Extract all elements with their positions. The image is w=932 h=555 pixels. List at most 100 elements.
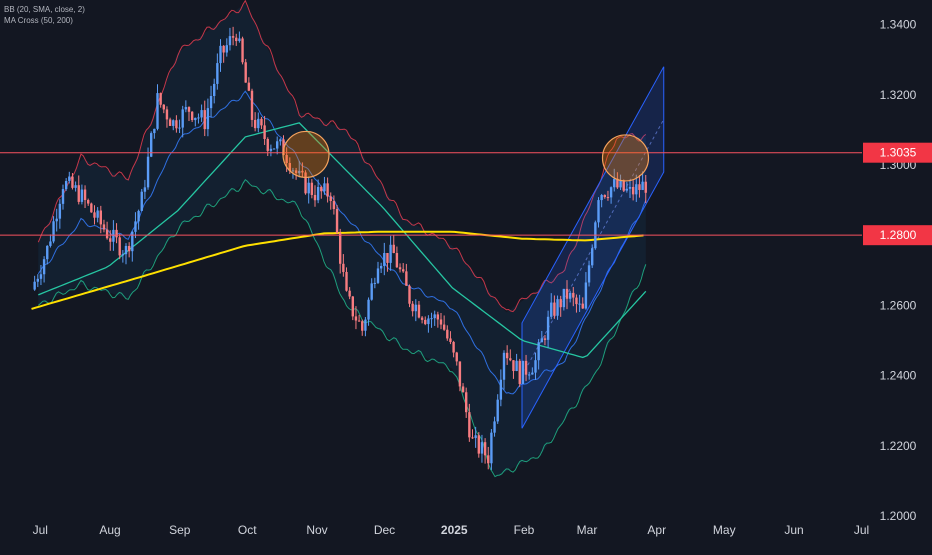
candle-body <box>90 203 93 213</box>
candle-body <box>505 352 509 359</box>
candle-body <box>206 108 210 130</box>
candle-body <box>398 267 402 270</box>
candle-body <box>115 229 118 238</box>
candle-body <box>216 63 219 84</box>
candle-body <box>587 265 591 283</box>
candle-body <box>543 338 547 340</box>
candle-body <box>213 83 216 97</box>
indicator-legend: BB (20, SMA, close, 2) MA Cross (50, 200… <box>4 4 85 26</box>
candle-body <box>376 268 380 283</box>
candle-body <box>635 184 638 195</box>
ascending-channel <box>521 66 665 429</box>
candle-body <box>493 421 496 433</box>
candle-body <box>150 133 153 157</box>
candle-body <box>414 304 417 312</box>
candle-body <box>36 278 39 282</box>
candle-body <box>559 299 562 308</box>
level-axis-label-1: 1.2800 <box>880 228 917 242</box>
candle-body <box>644 181 647 193</box>
candle-body <box>77 185 80 202</box>
candle-body <box>562 288 566 308</box>
candle-body <box>87 200 90 204</box>
candle-body <box>515 360 518 372</box>
candle-body <box>442 324 446 330</box>
candle-body <box>272 148 276 150</box>
candle-body <box>449 338 452 342</box>
candle-body <box>439 319 443 325</box>
candle-body <box>622 180 625 191</box>
candle-body <box>269 148 273 151</box>
candle-body <box>153 128 156 134</box>
candle-body <box>345 271 348 291</box>
candle-body <box>531 372 534 375</box>
time-axis[interactable]: Jul Aug Sep Oct Nov Dec 2025 Feb Mar Apr May Jun Jul <box>33 523 870 537</box>
candle-body <box>301 170 304 173</box>
candle-body <box>402 269 405 272</box>
candle-body <box>427 318 430 325</box>
candle-body <box>370 283 373 300</box>
candle-body <box>553 302 556 316</box>
candle-body <box>298 170 301 174</box>
candle-body <box>436 314 440 320</box>
candle-body <box>455 352 458 362</box>
candle-body <box>628 186 632 189</box>
legend-bb: BB (20, SMA, close, 2) <box>4 5 85 14</box>
candle-body <box>190 111 194 121</box>
candle-body <box>58 203 62 219</box>
candle-body <box>446 329 449 339</box>
candle-body <box>518 360 521 384</box>
candle-body <box>329 196 332 201</box>
time-tick-label: Nov <box>306 523 327 537</box>
candle-body <box>417 304 421 318</box>
candle-body <box>184 107 188 110</box>
candle-body <box>310 182 314 195</box>
time-tick-label: Sep <box>169 523 191 537</box>
candle-body <box>591 248 594 266</box>
candle-body <box>357 320 361 322</box>
candle-body <box>606 197 610 199</box>
candle-body <box>121 254 125 256</box>
candle-body <box>641 181 644 190</box>
candle-body <box>565 288 569 299</box>
candle-body <box>124 245 128 255</box>
candle-body <box>83 189 87 201</box>
highlight-circle-0 <box>282 130 330 179</box>
candle-body <box>42 259 46 275</box>
candle-body <box>534 360 537 373</box>
candle-body <box>521 360 525 384</box>
candle-body <box>581 303 584 309</box>
candle-body <box>112 229 115 242</box>
highlight-circle-1 <box>601 134 650 182</box>
candle-body <box>458 361 462 387</box>
candle-body <box>178 127 181 129</box>
candle-body <box>96 210 99 218</box>
candle-body <box>93 212 96 218</box>
candle-body <box>203 110 206 130</box>
candle-body <box>556 299 559 316</box>
time-tick-label: Mar <box>577 523 598 537</box>
level-axis-label-0: 1.3035 <box>880 146 917 160</box>
candle-body <box>181 109 184 128</box>
price-axis[interactable]: 1.34001.32001.30001.28001.26001.24001.22… <box>862 0 932 523</box>
candle-body <box>600 195 603 201</box>
candle-body <box>64 181 68 190</box>
candle-body <box>247 82 251 91</box>
candle-body <box>490 432 493 464</box>
candle-body <box>619 180 622 188</box>
candle-body <box>420 317 424 320</box>
candle-body <box>354 316 358 321</box>
candle-body <box>316 186 320 201</box>
price-tick-label: 1.2000 <box>880 509 917 523</box>
time-tick-label: Jul <box>33 523 48 537</box>
bb-lower-line <box>37 178 647 478</box>
candle-body <box>408 285 411 304</box>
candle-body <box>282 139 285 156</box>
candle-body <box>175 120 178 129</box>
candle-body <box>313 194 317 201</box>
candle-body <box>512 360 515 372</box>
candle-body <box>348 290 351 297</box>
candle-body <box>616 178 619 188</box>
candle-body <box>465 392 468 413</box>
